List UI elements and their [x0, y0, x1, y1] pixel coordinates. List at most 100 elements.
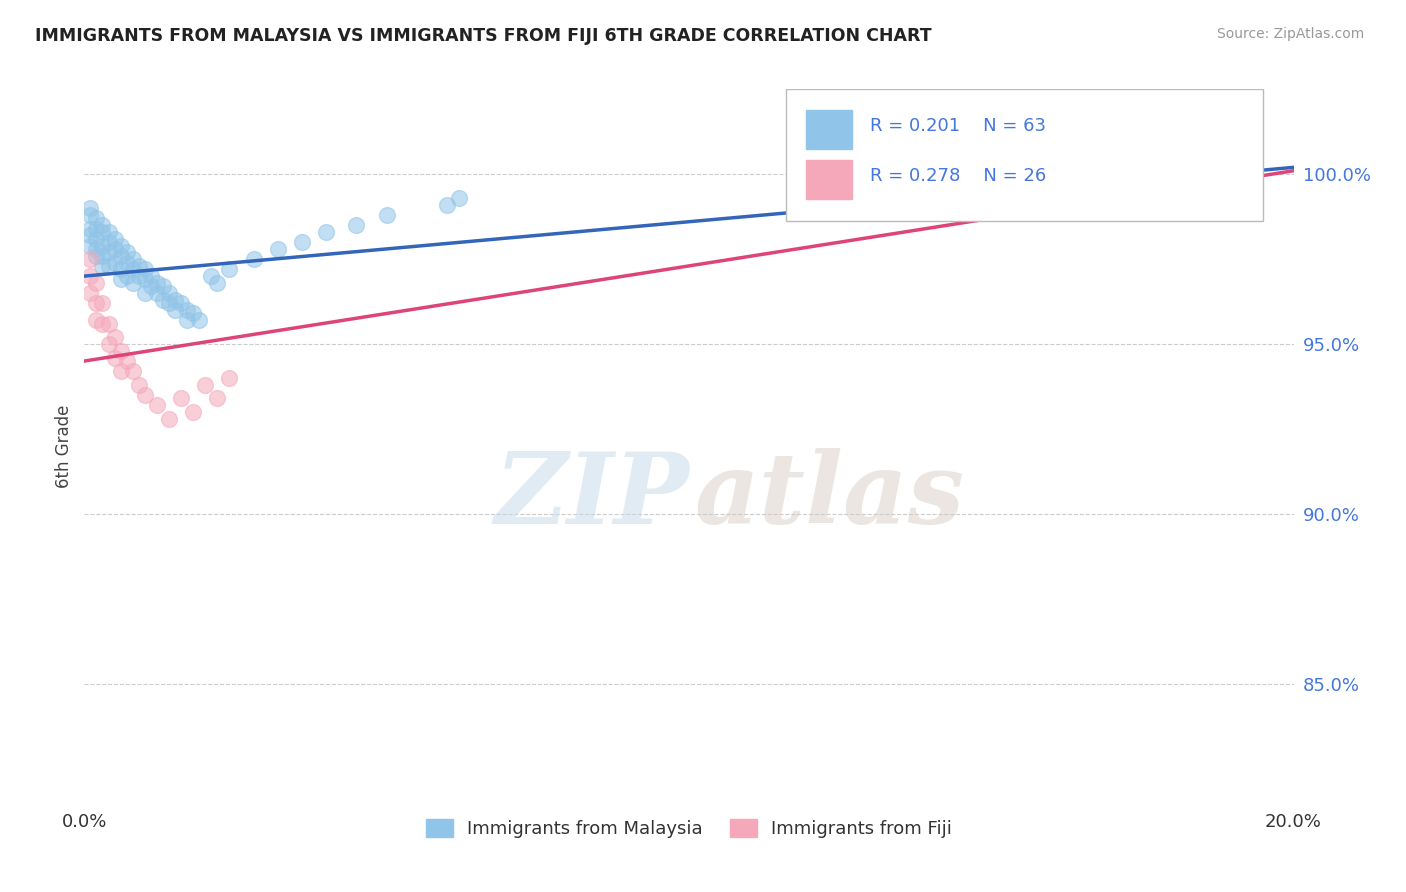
- Point: [97, 235, 120, 249]
- Point: [128, 269, 150, 284]
- Point: [115, 245, 138, 260]
- Point: [115, 255, 138, 269]
- Point: [165, 303, 187, 318]
- Point: [121, 276, 143, 290]
- Point: [91, 317, 114, 331]
- Point: [79, 208, 101, 222]
- Point: [146, 286, 169, 301]
- Point: [97, 259, 120, 273]
- Point: [110, 272, 132, 286]
- Point: [91, 249, 114, 263]
- Point: [146, 398, 169, 412]
- Point: [86, 313, 108, 327]
- Point: [170, 296, 193, 310]
- Point: [346, 218, 368, 232]
- Point: [91, 296, 114, 310]
- Point: [207, 276, 229, 290]
- Point: [134, 286, 156, 301]
- Point: [79, 238, 101, 252]
- Point: [128, 377, 150, 392]
- Point: [86, 221, 108, 235]
- Point: [176, 313, 198, 327]
- Point: [291, 235, 314, 249]
- Point: [139, 279, 162, 293]
- Point: [121, 252, 143, 266]
- Point: [104, 255, 127, 269]
- Point: [218, 371, 240, 385]
- Point: [436, 198, 458, 212]
- Point: [115, 269, 138, 284]
- Point: [104, 232, 127, 246]
- Point: [194, 377, 217, 392]
- Point: [146, 276, 169, 290]
- Point: [97, 245, 120, 260]
- Text: R = 0.278    N = 26: R = 0.278 N = 26: [870, 167, 1046, 186]
- Point: [110, 364, 132, 378]
- Point: [79, 221, 101, 235]
- Point: [104, 242, 127, 256]
- Point: [139, 269, 162, 284]
- Text: ZIP: ZIP: [494, 448, 689, 544]
- Point: [86, 232, 108, 246]
- Point: [86, 211, 108, 226]
- Point: [79, 252, 101, 266]
- Point: [207, 392, 229, 406]
- Point: [104, 351, 127, 365]
- Point: [79, 269, 101, 284]
- Point: [110, 249, 132, 263]
- Point: [449, 191, 471, 205]
- Y-axis label: 6th Grade: 6th Grade: [55, 404, 73, 488]
- Point: [176, 303, 198, 318]
- Bar: [806, 160, 852, 199]
- Point: [86, 276, 108, 290]
- Point: [152, 279, 174, 293]
- Point: [375, 208, 398, 222]
- Point: [86, 242, 108, 256]
- FancyBboxPatch shape: [786, 89, 1264, 221]
- Point: [86, 249, 108, 263]
- Point: [97, 317, 120, 331]
- Point: [121, 262, 143, 277]
- Point: [110, 343, 132, 358]
- Point: [157, 412, 180, 426]
- Point: [152, 293, 174, 307]
- Point: [115, 354, 138, 368]
- Point: [79, 228, 101, 243]
- Point: [181, 306, 204, 320]
- Point: [97, 225, 120, 239]
- Point: [97, 337, 120, 351]
- Point: [218, 262, 240, 277]
- Point: [91, 225, 114, 239]
- Point: [128, 259, 150, 273]
- Point: [170, 392, 193, 406]
- Point: [1161, 167, 1184, 181]
- Point: [267, 242, 290, 256]
- Point: [79, 201, 101, 215]
- Point: [181, 405, 204, 419]
- Text: atlas: atlas: [695, 448, 965, 544]
- Point: [91, 259, 114, 273]
- Legend: Immigrants from Malaysia, Immigrants from Fiji: Immigrants from Malaysia, Immigrants fro…: [419, 812, 959, 845]
- Text: Source: ZipAtlas.com: Source: ZipAtlas.com: [1216, 27, 1364, 41]
- Point: [242, 252, 264, 266]
- Point: [315, 225, 337, 239]
- Point: [157, 296, 180, 310]
- Point: [79, 286, 101, 301]
- Bar: [806, 110, 852, 149]
- Point: [121, 364, 143, 378]
- Point: [134, 272, 156, 286]
- Text: IMMIGRANTS FROM MALAYSIA VS IMMIGRANTS FROM FIJI 6TH GRADE CORRELATION CHART: IMMIGRANTS FROM MALAYSIA VS IMMIGRANTS F…: [35, 27, 932, 45]
- Point: [104, 330, 127, 344]
- Point: [91, 238, 114, 252]
- Point: [165, 293, 187, 307]
- Point: [110, 238, 132, 252]
- Point: [157, 286, 180, 301]
- Point: [86, 296, 108, 310]
- Point: [200, 269, 222, 284]
- Point: [134, 262, 156, 277]
- Point: [188, 313, 211, 327]
- Point: [110, 262, 132, 277]
- Point: [91, 218, 114, 232]
- Text: R = 0.201    N = 63: R = 0.201 N = 63: [870, 117, 1046, 136]
- Point: [134, 388, 156, 402]
